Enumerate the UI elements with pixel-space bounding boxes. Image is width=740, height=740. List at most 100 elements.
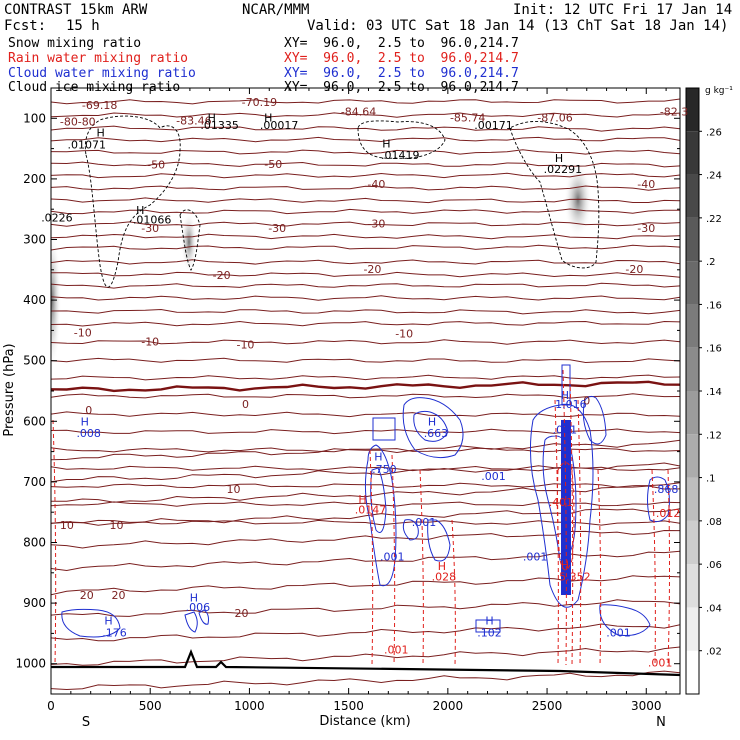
y-tick-label: 300 — [23, 233, 46, 247]
y-tick-label: 700 — [23, 475, 46, 489]
isotherm-label: -10 — [395, 328, 413, 341]
cloud-water-label: .001 — [553, 423, 578, 436]
isotherm-upper — [51, 501, 680, 507]
isotherm-label: -69.18 — [82, 99, 117, 112]
rain-contour — [554, 399, 559, 666]
colorbar: .02 .04 .06 .08 .1 .12 .14 .16 .16 .2 .22 .24 .26 — [685, 87, 722, 695]
colorbar-band — [686, 304, 699, 348]
isotherm-zero — [51, 380, 680, 393]
cloud-water-label: .750 — [372, 463, 397, 476]
rain-contour-core — [556, 462, 575, 571]
x-tick-label: 1000 — [234, 699, 265, 713]
snow-ice-label: .00171 — [474, 119, 513, 132]
x-tick-label: 500 — [139, 699, 162, 713]
colorbar-unit: g kg⁻¹ — [705, 86, 733, 96]
isotherm-label: -70.19 — [242, 96, 277, 109]
isotherm-label: -84.64 — [341, 105, 376, 118]
isotherm-upper — [51, 339, 680, 345]
colorbar-tick-label: .24 — [706, 171, 722, 182]
cloud-water-label: H — [428, 416, 436, 429]
y-tick-label: 900 — [23, 596, 46, 610]
isotherm-label: 20 — [80, 589, 94, 602]
isotherm-label: 0 — [583, 394, 590, 407]
cloud-water-label: .001 — [606, 626, 631, 639]
snow-ice-label: .02291 — [544, 163, 583, 176]
field-xy-snow: XY= 96.0, 2.5 to 96.0,214.7 — [284, 36, 519, 51]
isotherm-upper — [51, 428, 680, 435]
cloud-water-label: 1.016 — [555, 398, 587, 411]
rain-contour — [667, 469, 670, 666]
rain-contour — [419, 469, 424, 666]
terrain-line — [51, 649, 681, 677]
rain-label: H — [561, 559, 569, 572]
colorbar-tick-label: .08 — [706, 517, 722, 528]
y-tick-label: 1000 — [15, 657, 46, 671]
isotherm-label: -20 — [625, 263, 643, 276]
y-tick-label: 800 — [23, 536, 46, 550]
colorbar-band — [686, 391, 699, 435]
isotherm-label: 20 — [111, 589, 125, 602]
isotherm-upper — [51, 320, 680, 327]
forecast-label: Fcst: — [4, 18, 47, 34]
rain-label: .028 — [432, 571, 457, 584]
colorbar-band — [686, 434, 699, 478]
cloud-water-top — [561, 364, 571, 406]
y-tick-label: 200 — [23, 172, 46, 186]
isotherm-label: -20 — [363, 263, 381, 276]
isotherm-label: -50 — [147, 159, 165, 172]
isotherm-upper — [51, 295, 680, 301]
temperature-isotherms — [51, 98, 680, 691]
cloud-water-contour — [582, 395, 607, 445]
isotherm-label: -80 — [60, 116, 78, 129]
snow-ice-label: H — [555, 152, 563, 165]
rain-contour — [569, 379, 574, 666]
isotherm-upper — [51, 233, 680, 240]
isotherm-upper — [51, 447, 680, 453]
cloud-ice-contours — [84, 115, 600, 288]
isotherm-label: 10 — [60, 519, 74, 532]
rain-label: .0147 — [355, 503, 387, 516]
isotherm-label: -30 — [637, 222, 655, 235]
isotherm-labels: -69.18 -70.19-84.64 -85.74 -87.06 -82.3-80 -8… — [60, 96, 688, 620]
colorbar-tick-label: .14 — [706, 387, 722, 398]
isotherm-lower — [51, 462, 680, 483]
cloud-water-label: .008 — [76, 427, 101, 440]
rain-label: H — [438, 560, 446, 573]
colorbar-tick-label: .06 — [706, 560, 722, 571]
colorbar-band — [686, 650, 699, 694]
snow-ice-label: .01419 — [381, 149, 420, 162]
cloud-water-core — [561, 420, 571, 595]
y-tick-label: 500 — [23, 354, 46, 368]
isotherm-upper — [51, 411, 680, 418]
x-tick-label: 0 — [47, 699, 55, 713]
y-tick-label: 600 — [23, 414, 46, 428]
model-title: CONTRAST 15km ARW — [4, 2, 148, 18]
isotherm-upper — [51, 98, 680, 105]
isotherm-lower — [51, 623, 680, 642]
isotherm-lower — [51, 575, 680, 596]
isotherm-label: -40 — [637, 178, 655, 191]
isotherm-upper — [51, 221, 680, 227]
isotherm-lower — [51, 529, 680, 549]
isotherm-label: 10 — [109, 519, 123, 532]
isotherm-label: -85.74 — [450, 111, 485, 124]
isotherm-upper — [51, 282, 680, 289]
cloud-water-label: .663 — [424, 427, 449, 440]
cloud-water-label: .001 — [380, 551, 405, 564]
colorbar-tick-label: .04 — [706, 603, 722, 614]
rain-contour — [597, 469, 602, 666]
isotherm-label: -30 — [367, 217, 385, 230]
colorbar-tick-label: .16 — [706, 300, 722, 311]
isotherm-label: -82.3 — [660, 105, 688, 118]
x-tick-label: 2000 — [433, 699, 464, 713]
init-time: Init: 12 UTC Fri 17 Jan 14 — [513, 2, 733, 18]
isotherm-upper — [51, 112, 680, 118]
isotherm-upper — [51, 244, 680, 251]
colorbar-band — [686, 520, 699, 565]
field-xy-cloudwater: XY= 96.0, 2.5 to 96.0,214.7 — [284, 66, 519, 81]
colorbar-band — [686, 564, 699, 608]
x-tick-label: 2500 — [532, 699, 563, 713]
isotherm-label: -40 — [367, 178, 385, 191]
rain-label: .001 — [384, 643, 409, 656]
field-name-cloudwater: Cloud water mixing ratio — [8, 66, 196, 81]
